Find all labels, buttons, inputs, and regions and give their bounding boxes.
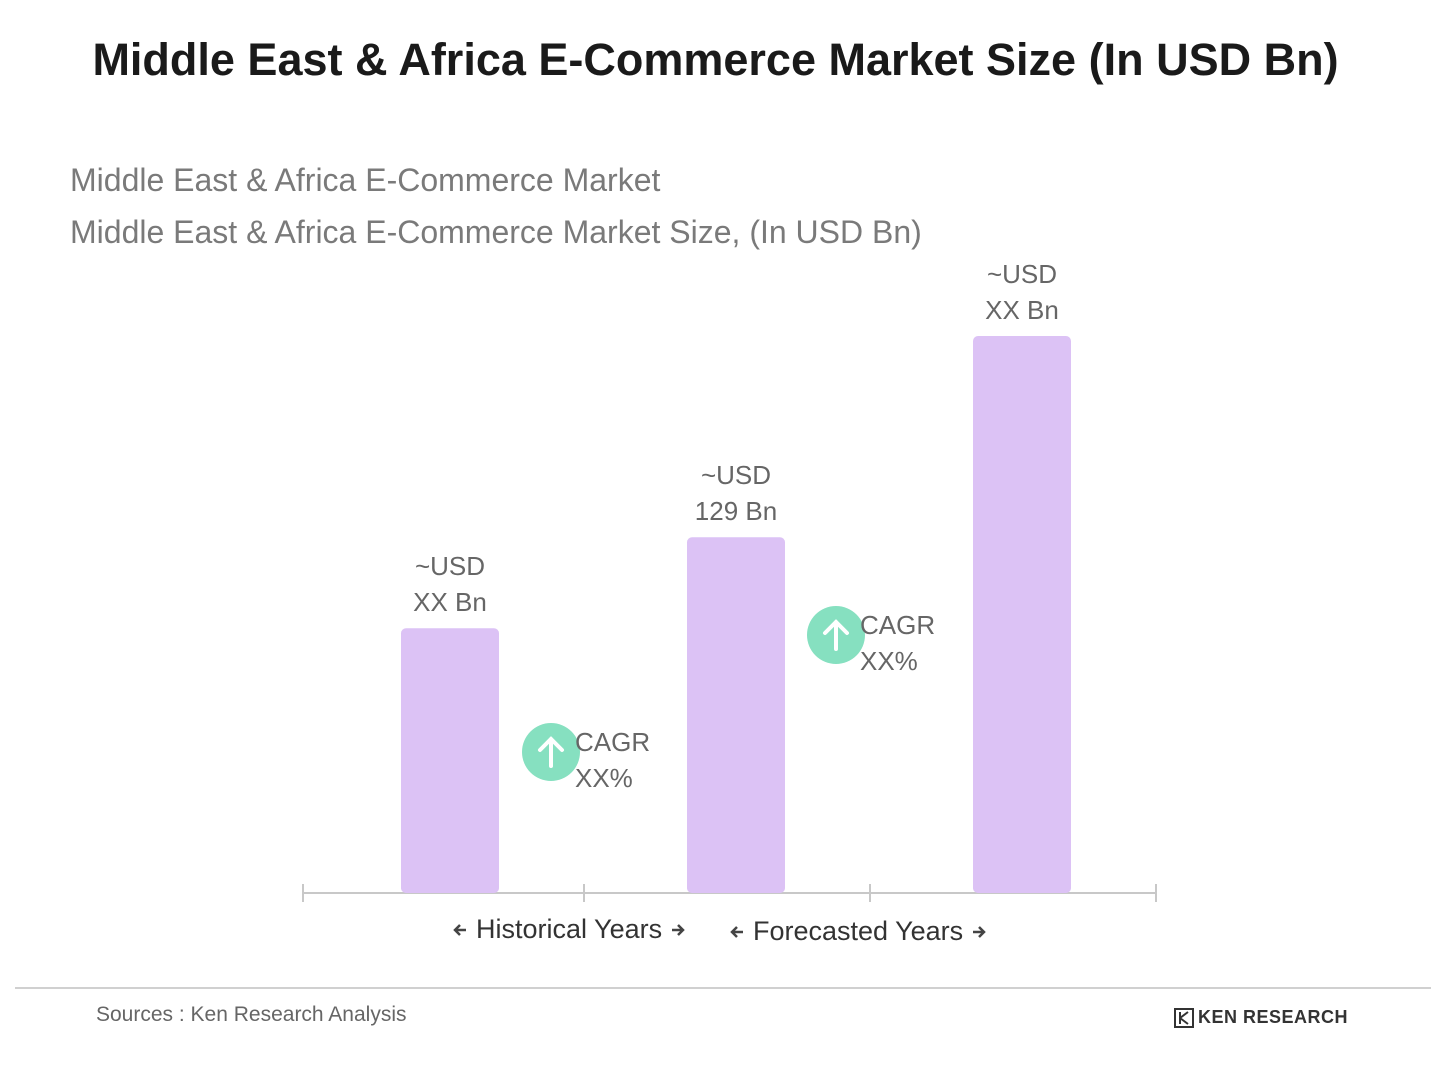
arrow-right	[672, 923, 685, 936]
source: Sources : Ken Research Analysis	[96, 1003, 407, 1026]
value-label: ~USD XX Bn	[985, 259, 1059, 325]
bar	[401, 628, 499, 893]
cagr-label: CAGR XX%	[575, 727, 651, 793]
subtitle: Middle East & Africa E-Commerce Market	[70, 162, 661, 198]
footer-rule	[15, 987, 1431, 989]
subtitle: Middle East & Africa E-Commerce Market S…	[70, 214, 922, 250]
arrow-right	[973, 925, 986, 938]
bar	[973, 336, 1071, 893]
logo-text: KEN RESEARCH	[1198, 1007, 1349, 1027]
value-label: ~USD XX Bn	[413, 551, 487, 618]
period-label: Forecasted Years	[729, 916, 987, 947]
bar	[687, 537, 785, 893]
period-text: Forecasted Years	[753, 916, 964, 946]
cagr-arrow	[823, 619, 849, 651]
chart-title: Middle East & Africa E-Commerce Market S…	[92, 34, 1339, 85]
period-label: Historical Years	[452, 914, 686, 945]
arrow-left	[453, 923, 466, 936]
logo: KEN RESEARCH	[1174, 1007, 1348, 1028]
arrow-left	[730, 925, 743, 938]
cagr-arrow	[538, 736, 564, 768]
period-text: Historical Years	[476, 914, 663, 944]
value-label: ~USD 129 Bn	[694, 460, 778, 527]
cagr-label: CAGR XX%	[860, 610, 936, 676]
logo-icon	[1174, 1007, 1194, 1028]
